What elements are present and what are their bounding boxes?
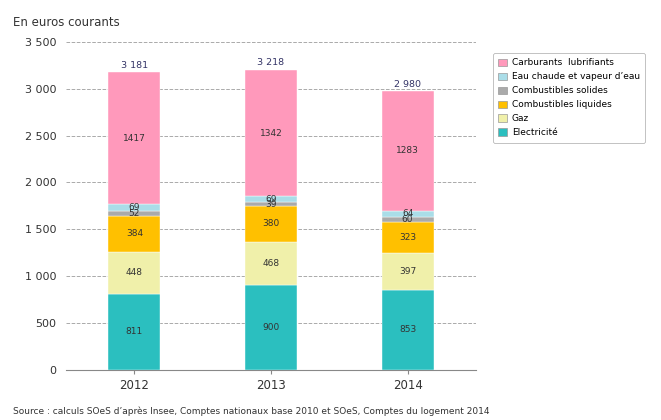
Text: 1417: 1417 [123, 134, 146, 143]
Bar [108, 205, 161, 211]
Bar [245, 202, 297, 206]
Bar [381, 290, 434, 370]
Text: Source : calculs SOeS d’après Insee, Comptes nationaux base 2010 et SOeS, Compte: Source : calculs SOeS d’après Insee, Com… [13, 406, 490, 416]
Bar [245, 196, 297, 202]
Bar [108, 216, 161, 252]
Bar [381, 217, 434, 222]
Bar [108, 72, 161, 205]
Text: 468: 468 [262, 259, 280, 268]
Bar [245, 70, 297, 196]
Text: 64: 64 [402, 209, 413, 218]
Bar [381, 91, 434, 211]
Bar [381, 222, 434, 252]
Text: 69: 69 [129, 203, 140, 212]
Bar [245, 241, 297, 285]
Bar [108, 252, 161, 294]
Bar [245, 206, 297, 241]
Bar [381, 211, 434, 217]
Text: 69: 69 [265, 194, 277, 204]
Text: 397: 397 [399, 267, 416, 276]
Bar [245, 285, 297, 370]
Text: 3 181: 3 181 [121, 61, 148, 70]
Text: 448: 448 [126, 268, 143, 277]
Legend: Carburants  lubrifiants, Eau chaude et vapeur d’eau, Combustibles solides, Combu: Carburants lubrifiants, Eau chaude et va… [492, 53, 645, 143]
Bar [381, 252, 434, 290]
Text: 39: 39 [265, 200, 277, 209]
Text: 3 218: 3 218 [257, 58, 285, 66]
Text: 853: 853 [399, 325, 416, 334]
Text: 52: 52 [129, 209, 140, 218]
Bar [108, 294, 161, 370]
Text: 323: 323 [399, 233, 416, 242]
Text: En euros courants: En euros courants [13, 16, 120, 29]
Text: 1283: 1283 [396, 146, 419, 155]
Text: 2 980: 2 980 [394, 80, 421, 89]
Text: 380: 380 [262, 219, 280, 228]
Text: 811: 811 [126, 327, 143, 336]
Text: 384: 384 [126, 229, 143, 238]
Text: 900: 900 [262, 323, 280, 332]
Bar [108, 211, 161, 216]
Text: 60: 60 [402, 215, 413, 224]
Text: 1342: 1342 [260, 129, 282, 138]
